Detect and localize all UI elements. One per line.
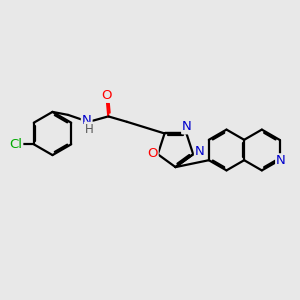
Text: N: N	[82, 114, 92, 128]
Text: N: N	[182, 120, 192, 134]
Text: O: O	[147, 147, 158, 160]
Text: N: N	[276, 154, 286, 167]
Text: N: N	[195, 145, 205, 158]
Text: O: O	[102, 89, 112, 102]
Text: Cl: Cl	[9, 138, 22, 151]
Text: H: H	[85, 123, 94, 136]
